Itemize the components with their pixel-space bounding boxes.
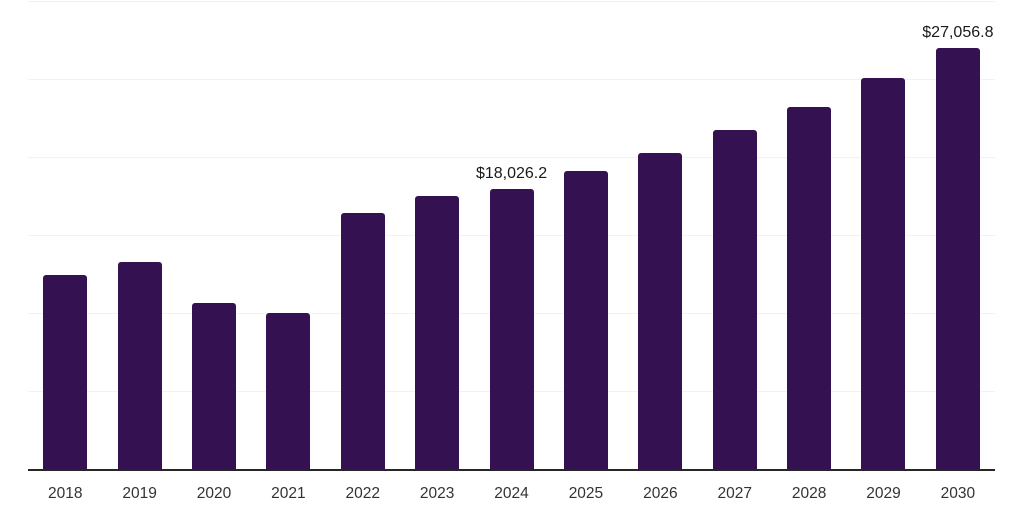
bar-slot-2025	[549, 2, 623, 470]
bar-slot-2019	[102, 2, 176, 470]
x-label-2028: 2028	[791, 485, 827, 502]
gridline-30000	[28, 1, 995, 2]
x-label-2029: 2029	[866, 485, 901, 502]
x-label-2020: 2020	[196, 485, 232, 502]
bar-slot-2020	[177, 2, 251, 470]
x-label-2019: 2019	[122, 485, 157, 502]
x-label-2030: 2030	[940, 485, 976, 502]
x-label-2027: 2027	[717, 485, 752, 502]
bar-2030[interactable]	[935, 47, 980, 470]
bar-2020[interactable]	[191, 303, 236, 470]
x-label-2022: 2022	[345, 485, 380, 502]
x-label-2023: 2023	[419, 485, 455, 502]
data-label-2030: $27,056.8	[922, 23, 994, 41]
bar-2022[interactable]	[340, 213, 385, 470]
x-label-2025: 2025	[568, 485, 604, 502]
bar-slot-2027	[698, 2, 772, 470]
bar-2021[interactable]	[266, 313, 311, 470]
plot-area: $18,026.2 $27,056.8	[28, 1, 995, 470]
bar-slot-2030: $27,056.8	[921, 2, 995, 470]
bar-slot-2028	[772, 2, 846, 470]
bar-2023[interactable]	[415, 196, 460, 470]
x-label-2021: 2021	[271, 485, 306, 502]
bars-row: $18,026.2 $27,056.8	[28, 2, 995, 470]
x-label-2026: 2026	[643, 485, 678, 502]
bar-slot-2022	[326, 2, 400, 470]
bar-2029[interactable]	[861, 78, 906, 470]
x-label-2018: 2018	[47, 485, 83, 502]
bar-2026[interactable]	[638, 152, 683, 470]
bar-2025[interactable]	[563, 171, 608, 470]
bar-slot-2029	[846, 2, 920, 470]
gridline-20000	[28, 157, 995, 159]
bar-slot-2026	[623, 2, 697, 470]
bar-2018[interactable]	[43, 275, 88, 470]
bar-2019[interactable]	[117, 261, 162, 470]
data-label-2024: $18,026.2	[475, 164, 548, 182]
bar-slot-2023	[400, 2, 474, 470]
bar-slot-2018	[28, 2, 102, 470]
bar-slot-2021	[251, 2, 325, 470]
x-label-2024: 2024	[494, 485, 529, 502]
bar-2028[interactable]	[787, 107, 832, 470]
bar-2027[interactable]	[712, 129, 757, 470]
x-axis-line	[28, 469, 995, 471]
bar-2024[interactable]	[489, 188, 534, 470]
x-axis-labels: 2018 2019 2020 2021 2022 2023 2024 2025 2026 2027…	[28, 471, 995, 503]
gridline-25000	[28, 79, 995, 80]
bar-slot-2024: $18,026.2	[474, 2, 548, 470]
